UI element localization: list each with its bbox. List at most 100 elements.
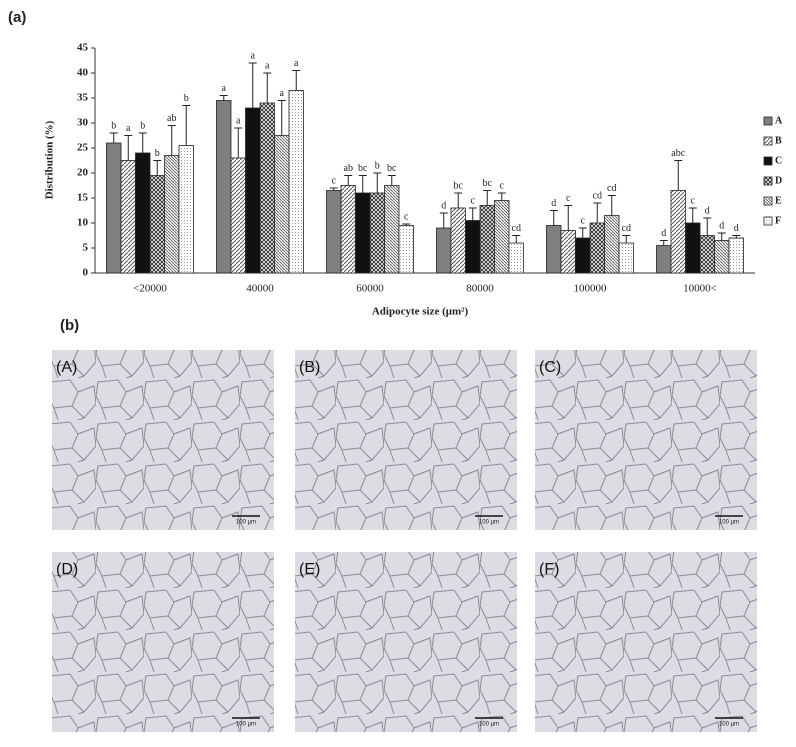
error-bar (497, 192, 506, 201)
bar (384, 185, 400, 274)
x-tick-label: 80000 (466, 283, 494, 295)
significance-letter: a (265, 60, 270, 71)
significance-letter: c (566, 193, 571, 204)
error-bar (109, 132, 118, 143)
error-bar (622, 235, 631, 243)
bar (728, 237, 744, 274)
error-bar (329, 187, 338, 191)
scale-bar-label: 100 μm (236, 520, 256, 526)
error-bar (344, 175, 353, 186)
y-tick-label: 40 (77, 67, 89, 79)
error-bar (483, 190, 492, 206)
bar (508, 242, 524, 274)
legend-swatch (763, 216, 773, 226)
error-bar (674, 160, 683, 191)
scale-bar-label: 100 μm (719, 722, 739, 728)
significance-letter: ab (167, 113, 176, 124)
error-bar (234, 127, 243, 158)
error-bar (703, 217, 712, 236)
bar (120, 160, 136, 274)
bar (450, 207, 466, 274)
error-bar (373, 172, 382, 193)
bar (259, 102, 275, 274)
legend-label: C (775, 155, 782, 166)
x-tick-label: 10000< (683, 283, 717, 295)
error-bar (717, 232, 726, 241)
bar (245, 107, 261, 274)
significance-letter: ab (344, 163, 353, 174)
bar (135, 152, 151, 274)
error-bar (182, 105, 191, 146)
micrograph (52, 552, 274, 732)
y-tick-label: 5 (83, 242, 89, 254)
error-bar (512, 235, 521, 243)
significance-letter: c (332, 175, 337, 186)
significance-letter: d (734, 223, 739, 234)
bar (164, 155, 180, 274)
bar (288, 90, 304, 274)
legend-label: F (775, 215, 781, 226)
bar (230, 157, 246, 274)
legend-label: D (775, 175, 782, 186)
micrograph-label: (C) (539, 359, 561, 376)
x-tick-label: <20000 (133, 283, 167, 295)
bar (340, 185, 356, 274)
error-bar (732, 235, 741, 238)
bar (714, 240, 730, 274)
bar (604, 215, 620, 274)
error-bar (593, 202, 602, 223)
significance-letter: a (236, 115, 241, 126)
error-bar (219, 95, 228, 101)
y-tick-label: 45 (77, 42, 89, 54)
significance-letter: a (222, 83, 227, 94)
bar (546, 225, 562, 274)
y-tick-label: 35 (77, 92, 89, 104)
significance-letter: c (691, 195, 696, 206)
error-bar (468, 207, 477, 221)
significance-letter: d (551, 198, 556, 209)
bar (618, 242, 634, 274)
significance-letter: c (471, 195, 476, 206)
error-bar (549, 210, 558, 226)
y-axis-title: Distribution (%) (44, 120, 56, 199)
legend-swatch (763, 176, 773, 186)
bar (369, 192, 385, 274)
bar (436, 227, 452, 274)
significance-letter: bc (454, 180, 464, 191)
significance-letter: bc (387, 163, 397, 174)
x-tick-label: 100000 (574, 283, 608, 295)
bar (575, 237, 591, 274)
significance-letter: cd (512, 223, 521, 234)
significance-letter: c (581, 215, 586, 226)
significance-letter: abc (671, 148, 685, 159)
x-tick-label: 60000 (356, 283, 384, 295)
bar (685, 222, 701, 274)
panel-label: (a) (8, 9, 26, 26)
error-bar (564, 205, 573, 231)
significance-letter: a (126, 123, 131, 134)
legend-swatch (763, 156, 773, 166)
x-axis-title: Adipocyte size (μm²) (372, 306, 469, 318)
significance-letter: d (705, 205, 710, 216)
significance-letter: a (294, 58, 299, 69)
scale-bar-label: 100 μm (236, 722, 256, 728)
scale-bar-label: 100 μm (479, 520, 499, 526)
error-bar (439, 212, 448, 228)
bar (398, 225, 414, 274)
bar (178, 145, 194, 274)
bar (670, 190, 686, 274)
error-bar (153, 160, 162, 176)
micrograph (535, 350, 757, 530)
error-bar (138, 132, 147, 153)
bar (149, 175, 165, 274)
legend-label: A (775, 115, 783, 126)
significance-letter: cd (622, 223, 631, 234)
significance-letter: c (500, 180, 505, 191)
legend-label: B (775, 135, 782, 146)
significance-letter: b (155, 148, 160, 159)
error-bar (358, 175, 367, 193)
bar (479, 205, 495, 274)
bar (465, 220, 481, 274)
micrograph-label: (E) (299, 561, 320, 578)
